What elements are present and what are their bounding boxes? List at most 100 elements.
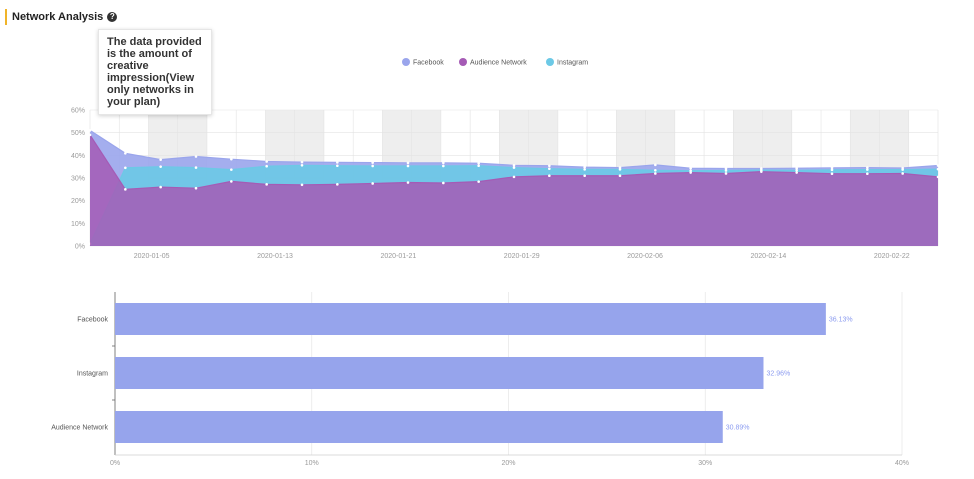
- data-point: [265, 164, 268, 168]
- data-point: [230, 180, 233, 183]
- data-point: [406, 164, 410, 168]
- data-point: [336, 164, 339, 168]
- help-icon[interactable]: ?: [107, 12, 118, 22]
- bar-category-label: Facebook: [77, 317, 108, 324]
- bar-category-label: Audience Network: [51, 425, 108, 432]
- data-point: [124, 151, 127, 155]
- series-area-audience-network: [90, 134, 938, 246]
- data-point: [88, 133, 92, 137]
- data-point: [194, 155, 198, 158]
- data-point: [583, 174, 586, 178]
- y-tick-label: 30%: [71, 176, 85, 183]
- data-point: [618, 174, 622, 178]
- data-point: [265, 160, 268, 163]
- data-point: [124, 166, 127, 170]
- data-point: [901, 172, 904, 175]
- data-point: [830, 168, 834, 172]
- data-point: [371, 164, 374, 168]
- x-tick-label: 2020-01-29: [504, 253, 540, 260]
- data-point: [265, 183, 268, 186]
- legend-label: Instagram: [557, 60, 588, 67]
- data-point: [159, 165, 162, 168]
- data-point: [512, 164, 516, 167]
- bar-audience-network: [115, 411, 723, 443]
- data-point: [618, 168, 622, 171]
- data-point: [512, 175, 516, 179]
- y-tick-label: 60%: [71, 108, 85, 115]
- data-point: [830, 166, 834, 170]
- page-title: Network Analysis: [12, 11, 104, 23]
- bar-category-label: Instagram: [77, 371, 108, 378]
- bar-x-tick-label: 0%: [110, 460, 120, 467]
- x-tick-label: 2020-02-14: [750, 253, 786, 260]
- data-point: [866, 168, 869, 171]
- data-point: [866, 172, 869, 175]
- data-point: [689, 171, 692, 174]
- data-point: [300, 183, 304, 187]
- x-tick-label: 2020-01-21: [380, 253, 416, 260]
- data-point: [442, 164, 445, 168]
- data-point: [724, 167, 728, 170]
- bar-x-tick-label: 40%: [895, 460, 909, 467]
- bar-x-tick-label: 20%: [501, 460, 515, 467]
- data-point: [477, 180, 480, 183]
- data-point: [654, 172, 657, 175]
- data-point: [230, 157, 233, 161]
- data-point: [548, 167, 551, 171]
- data-point: [300, 160, 304, 164]
- data-point: [406, 161, 410, 165]
- y-tick-label: 10%: [71, 221, 85, 228]
- data-point: [548, 164, 551, 168]
- data-point: [477, 164, 480, 168]
- data-point: [583, 165, 586, 169]
- data-point: [936, 164, 940, 167]
- data-point: [406, 181, 410, 184]
- help-tooltip: The data provided is the amount of creat…: [98, 29, 212, 115]
- data-point: [795, 168, 798, 172]
- data-point: [442, 181, 445, 185]
- data-point: [936, 175, 940, 179]
- x-tick-label: 2020-02-22: [874, 253, 910, 260]
- data-point: [336, 161, 339, 164]
- bar-x-tick-label: 10%: [305, 460, 319, 467]
- y-tick-label: 40%: [71, 153, 85, 160]
- x-tick-label: 2020-01-13: [257, 253, 293, 260]
- legend-label: Audience Network: [470, 60, 527, 67]
- bar-value-label: 32.96%: [766, 371, 790, 378]
- data-point: [442, 161, 445, 165]
- data-point: [795, 166, 798, 170]
- legend-label: Facebook: [413, 60, 444, 67]
- data-point: [336, 183, 339, 186]
- data-point: [866, 166, 869, 169]
- data-point: [936, 167, 940, 171]
- data-point: [371, 182, 374, 185]
- bar-value-label: 30.89%: [726, 425, 750, 432]
- data-point: [159, 158, 162, 161]
- data-point: [159, 185, 162, 189]
- x-tick-label: 2020-01-05: [134, 253, 170, 260]
- data-point: [477, 161, 480, 165]
- legend-marker: [402, 58, 410, 66]
- bar-value-label: 36.13%: [829, 317, 853, 324]
- legend-marker: [546, 58, 554, 66]
- section-header: Network Analysis ?: [5, 9, 118, 25]
- data-point: [689, 166, 692, 170]
- x-tick-label: 2020-02-06: [627, 253, 663, 260]
- data-point: [124, 188, 127, 191]
- data-point: [724, 169, 728, 172]
- data-point: [300, 164, 304, 167]
- data-point: [583, 168, 586, 171]
- data-point: [512, 166, 516, 169]
- data-point: [230, 168, 233, 171]
- y-tick-label: 0%: [75, 244, 85, 251]
- data-point: [371, 161, 374, 164]
- data-point: [548, 174, 551, 178]
- bar-instagram: [115, 357, 764, 389]
- tooltip-text: The data provided is the amount of creat…: [107, 36, 202, 108]
- data-point: [795, 171, 798, 174]
- data-point: [901, 168, 904, 171]
- legend-marker: [459, 58, 467, 66]
- data-point: [654, 168, 657, 172]
- data-point: [760, 170, 763, 173]
